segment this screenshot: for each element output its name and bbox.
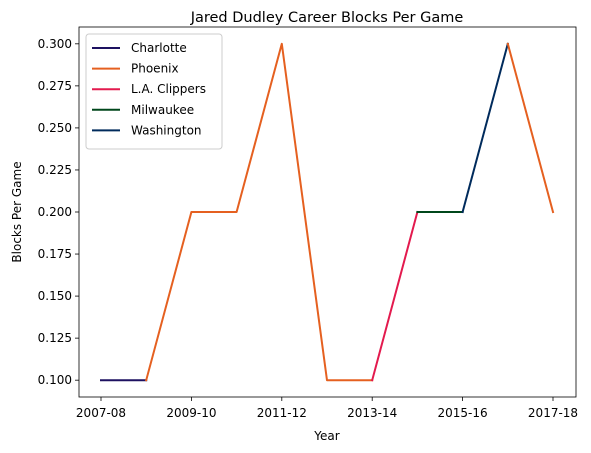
- y-axis-label: Blocks Per Game: [10, 161, 24, 262]
- series-line-l-a-clippers-2: [370, 210, 419, 382]
- legend-label: Washington: [131, 123, 202, 137]
- x-axis-ticks: 2007-08 2009-10 2011-12 2013-14 2015-16 2017-…: [76, 397, 578, 420]
- legend-label: Phoenix: [131, 62, 179, 76]
- x-tick-label: 2015-16: [438, 406, 488, 420]
- y-tick-label: 0.100: [38, 373, 72, 387]
- series-line-washington-4: [461, 42, 510, 214]
- series-line-phoenix-5: [506, 42, 555, 214]
- legend-box: [85, 33, 223, 150]
- y-tick-label: 0.225: [38, 163, 72, 177]
- y-axis-ticks: 0.100 0.125 0.150 0.175 0.200 0.225 0.250 0.275…: [38, 37, 79, 387]
- x-tick-label: 2011-12: [257, 406, 307, 420]
- y-tick-label: 0.250: [38, 121, 72, 135]
- legend-label: Milwaukee: [131, 103, 194, 117]
- y-tick-label: 0.200: [38, 205, 72, 219]
- chart-title: Jared Dudley Career Blocks Per Game: [190, 10, 464, 26]
- series-line-phoenix-1: [144, 42, 374, 382]
- legend: Charlotte Phoenix L.A. Clippers Milwaukee Wa…: [85, 33, 223, 150]
- y-tick-label: 0.150: [38, 289, 72, 303]
- x-tick-label: 2007-08: [76, 406, 126, 420]
- y-tick-label: 0.175: [38, 247, 72, 261]
- legend-label: L.A. Clippers: [131, 82, 206, 96]
- y-tick-label: 0.300: [38, 37, 72, 51]
- x-tick-label: 2009-10: [166, 406, 216, 420]
- y-tick-label: 0.125: [38, 331, 72, 345]
- plot-lines: [100, 42, 555, 382]
- legend-label: Charlotte: [131, 41, 187, 55]
- y-tick-label: 0.275: [38, 79, 72, 93]
- x-tick-label: 2013-14: [347, 406, 397, 420]
- x-axis-label: Year: [313, 429, 339, 443]
- x-tick-label: 2017-18: [528, 406, 578, 420]
